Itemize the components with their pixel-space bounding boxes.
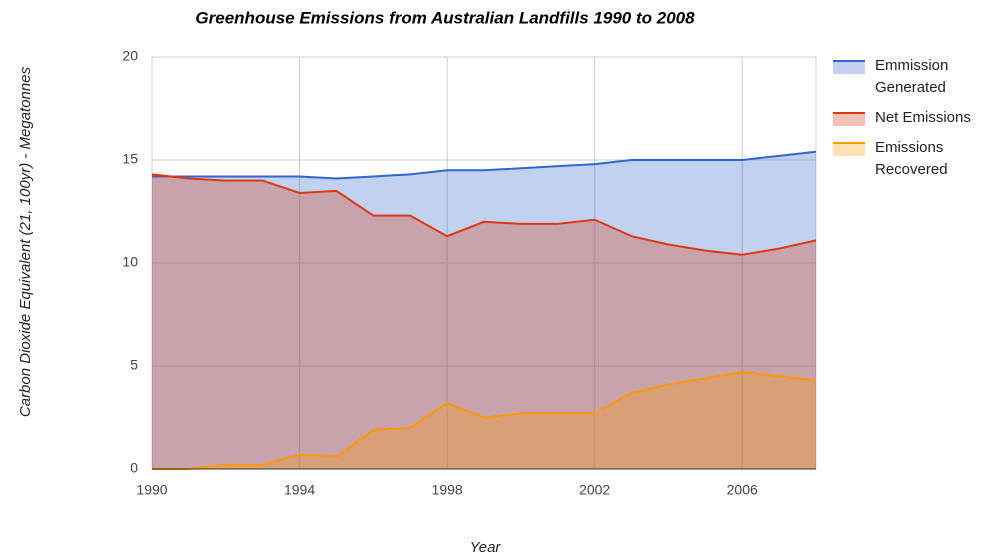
x-tick-label: 1998 — [432, 482, 463, 498]
x-tick-label: 1994 — [284, 482, 315, 498]
legend-item: Net Emissions — [833, 107, 983, 129]
chart-title: Greenhouse Emissions from Australian Lan… — [195, 8, 695, 27]
line — [151, 173, 817, 256]
y-tick-label: 15 — [122, 151, 138, 167]
x-axis-label: Year — [470, 539, 502, 556]
legend-item: Emissions Recovered — [833, 137, 983, 181]
line — [152, 150, 817, 180]
legend-item: Emmission Generated — [833, 55, 983, 99]
y-axis-label: Carbon Dioxide Equivalent (21, 100yr) - … — [17, 66, 34, 418]
x-tick-label: 2006 — [727, 482, 758, 498]
legend: Emmission Generated Net Emissions Emission… — [833, 55, 983, 189]
area — [152, 151, 816, 469]
legend-swatch — [833, 142, 865, 156]
x-tick-label: 1990 — [136, 482, 167, 498]
area — [152, 174, 816, 470]
y-tick-label: 20 — [122, 48, 138, 64]
line — [152, 371, 817, 470]
legend-swatch — [833, 60, 865, 74]
y-tick-label: 0 — [130, 460, 138, 476]
y-tick-label: 10 — [122, 254, 138, 270]
legend-label: Emmission Generated — [875, 57, 949, 96]
legend-swatch — [833, 112, 865, 126]
y-tick-label: 5 — [130, 357, 138, 373]
area — [152, 372, 816, 469]
legend-label: Emissions Recovered — [875, 139, 948, 178]
x-tick-label: 2002 — [579, 482, 610, 498]
legend-label: Net Emissions — [875, 109, 971, 126]
